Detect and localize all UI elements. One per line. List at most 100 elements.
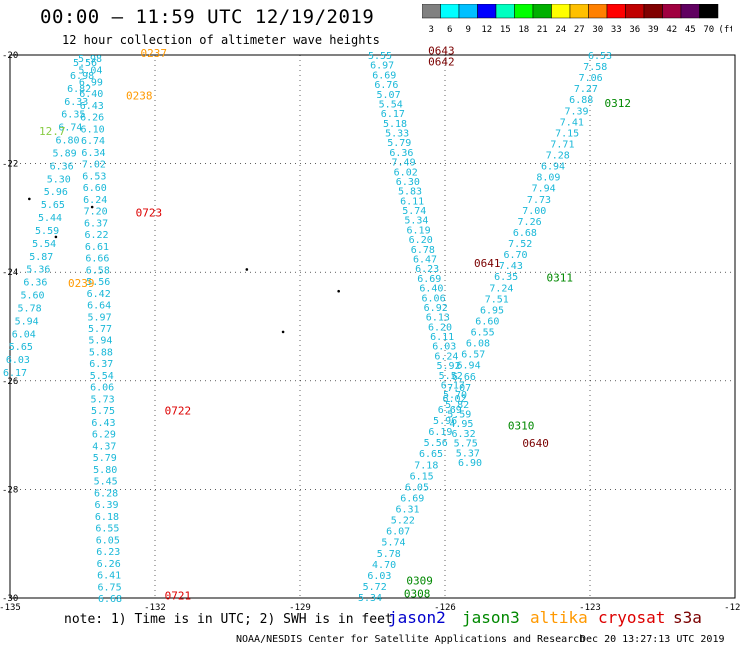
wave-height-label: 6.58 xyxy=(86,265,110,276)
wave-height-label: 7.07 xyxy=(447,383,471,394)
pass-time-label: 0237 xyxy=(141,47,168,60)
wave-height-label: 7.24 xyxy=(489,283,513,294)
wave-height-label: 6.26 xyxy=(80,113,104,124)
wave-height-label: 6.80 xyxy=(55,136,79,147)
wave-height-label: 6.43 xyxy=(91,418,115,429)
wave-height-label: 6.76 xyxy=(374,80,398,91)
wave-height-label: 7.28 xyxy=(546,151,570,162)
wave-height-label: 5.59 xyxy=(447,410,471,421)
wave-height-label: 6.43 xyxy=(80,101,104,112)
wave-height-label: 6.69 xyxy=(438,405,462,416)
lat-tick-label: -28 xyxy=(2,485,18,495)
lon-tick-label: -126 xyxy=(434,603,456,613)
wave-height-label: 5.30 xyxy=(47,174,71,185)
pass-time-label: 0721 xyxy=(165,589,192,602)
wave-height-label: 5.60 xyxy=(20,291,44,302)
wave-height-label: 6.30 xyxy=(396,177,420,188)
lon-tick-label: -132 xyxy=(144,603,166,613)
wave-height-label: 7.27 xyxy=(574,84,598,95)
page-subtitle: 12 hour collection of altimeter wave hei… xyxy=(62,33,380,47)
wave-height-label: 6.17 xyxy=(441,380,465,391)
wave-height-label: 6.99 xyxy=(79,77,103,88)
pass-time-label: 0640 xyxy=(522,437,549,450)
wave-height-label: 6.06 xyxy=(90,383,114,394)
colorbar-label: 9 xyxy=(466,25,471,35)
wave-height-label: 6.74 xyxy=(58,123,82,134)
colorbar-label: 39 xyxy=(648,25,659,35)
wave-height-label: 6.36 xyxy=(23,278,47,289)
pass-time-label: 0723 xyxy=(136,206,163,219)
wave-height-label: 6.66 xyxy=(452,372,476,383)
lon-tick-label: -120 xyxy=(724,603,740,613)
wave-height-label: 5.72 xyxy=(363,582,387,593)
wave-height-label: 6.24 xyxy=(434,351,458,362)
lat-tick-label: -22 xyxy=(2,160,18,170)
wave-height-label: 5.98 xyxy=(78,54,102,65)
colorbar-label: 36 xyxy=(629,25,640,35)
wave-height-label: 5.65 xyxy=(41,200,65,211)
wave-height-label: 5.92 xyxy=(437,361,461,372)
wave-height-label: 6.07 xyxy=(386,527,410,538)
wave-height-label: 5.96 xyxy=(44,187,68,198)
wave-height-label: 6.94 xyxy=(457,361,481,372)
wave-height-label: 6.26 xyxy=(97,559,121,570)
wave-height-label: 5.75 xyxy=(91,406,115,417)
wave-height-label: 6.88 xyxy=(569,95,593,106)
wave-height-label: 6.61 xyxy=(85,242,109,253)
wave-height-label: 7.43 xyxy=(499,261,523,272)
pass-time-label: 0642 xyxy=(428,56,455,69)
wave-height-label: 6.55 xyxy=(471,328,495,339)
colorbar-label: 27 xyxy=(574,25,585,35)
pass-time-label: 0238 xyxy=(126,90,153,103)
wave-height-label: 6.68 xyxy=(98,594,122,605)
map-border xyxy=(9,54,736,599)
wave-height-tracks: 5.985.046.996.406.436.266.106.746.347.02… xyxy=(3,51,612,605)
wave-height-label: 6.41 xyxy=(97,571,121,582)
pass-time-label: 0309 xyxy=(406,575,433,588)
wave-height-label: 5.74 xyxy=(381,538,405,549)
wave-height-label: 6.68 xyxy=(513,228,537,239)
wave-height-label: 6.20 xyxy=(409,235,433,246)
wave-height-label: 5.54 xyxy=(32,239,56,250)
wave-height-label: 6.02 xyxy=(394,167,418,178)
wave-height-label: 4.95 xyxy=(449,419,473,430)
wave-height-label: 7.41 xyxy=(560,117,584,128)
wave-height-label: 6.05 xyxy=(96,535,120,546)
wave-height-label: 6.20 xyxy=(428,322,452,333)
colorbar-label: 18 xyxy=(518,25,529,35)
pass-time-label: 0310 xyxy=(508,419,535,432)
colorbar-label: (ft) xyxy=(718,25,732,35)
wave-height-label: 7.73 xyxy=(527,195,551,206)
legend-jason2: jason2 xyxy=(388,608,446,627)
island-dot xyxy=(28,197,31,201)
wave-height-label: 6.90 xyxy=(458,458,482,469)
wave-height-label: 6.19 xyxy=(407,225,431,236)
wave-height-label: 7.26 xyxy=(518,217,542,228)
map-frame xyxy=(9,54,736,599)
wave-height-label: 6.36 xyxy=(50,161,74,172)
wave-height-label: 7.39 xyxy=(564,106,588,117)
wave-height-label: 6.35 xyxy=(494,272,518,283)
wave-height-label: 6.98 xyxy=(70,71,94,82)
wave-height-label: 6.13 xyxy=(426,313,450,324)
wave-height-label: 6.23 xyxy=(96,547,120,558)
wave-height-label: 5.37 xyxy=(456,448,480,459)
wave-height-label: 6.47 xyxy=(413,255,437,266)
colorbar-label: 12 xyxy=(481,25,492,35)
colorbar-label: 6 xyxy=(447,25,452,35)
wave-height-label: 6.18 xyxy=(95,512,119,523)
wave-height-label: 5.78 xyxy=(377,549,401,560)
wave-height-label: 6.22 xyxy=(84,230,108,241)
wave-height-label: 6.04 xyxy=(12,329,36,340)
colorbar-label: 3 xyxy=(429,25,434,35)
wave-height-label: 5.83 xyxy=(398,187,422,198)
pass-time-label: 0722 xyxy=(165,405,192,418)
legend-note: note: 1) Time is in UTC; 2) SWH is in fe… xyxy=(64,612,393,627)
wave-height-label: 6.69 xyxy=(417,274,441,285)
wave-height-label: 6.42 xyxy=(87,289,111,300)
wave-height-label: 6.69 xyxy=(400,493,424,504)
wave-height-label: 7.94 xyxy=(532,184,556,195)
wave-height-label: 6.15 xyxy=(410,471,434,482)
